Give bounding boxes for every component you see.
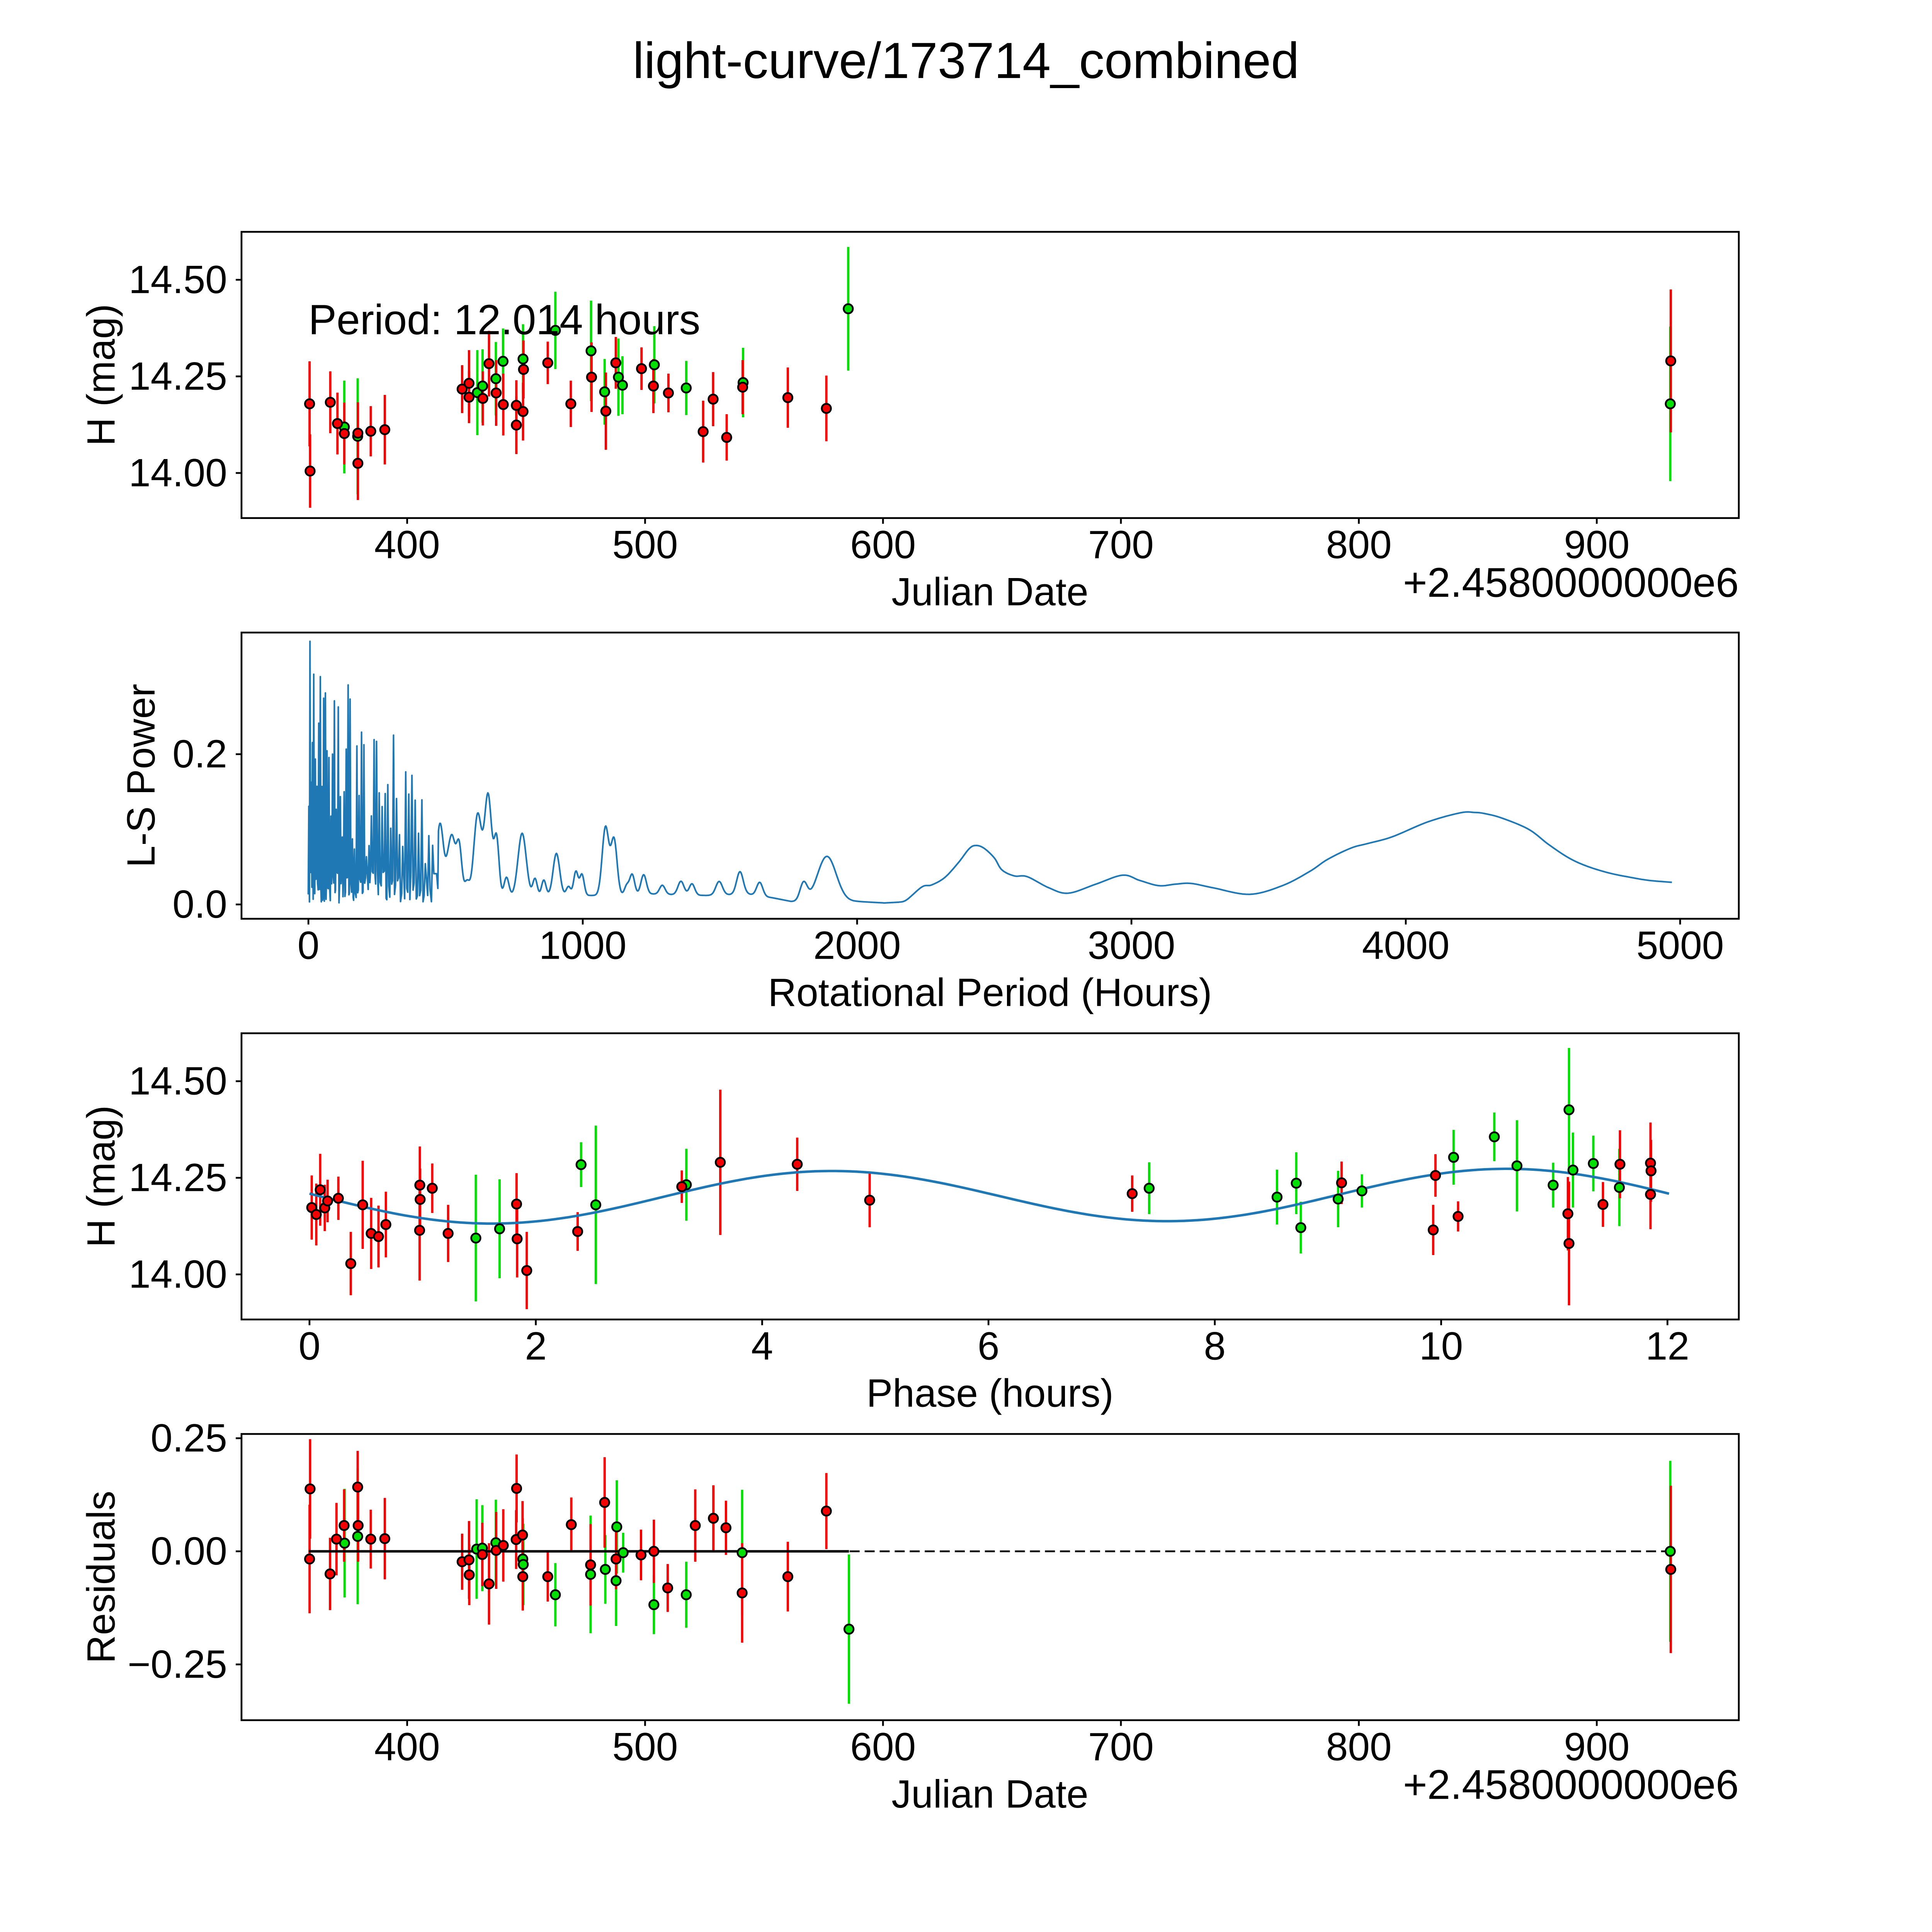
- svg-text:6: 6: [978, 1324, 1000, 1368]
- svg-text:500: 500: [612, 1725, 678, 1769]
- svg-text:400: 400: [374, 522, 440, 566]
- svg-text:4000: 4000: [1362, 923, 1450, 967]
- svg-text:0.00: 0.00: [151, 1529, 227, 1573]
- svg-text:700: 700: [1088, 1725, 1154, 1769]
- svg-text:0.2: 0.2: [172, 732, 227, 776]
- svg-text:4: 4: [751, 1324, 773, 1368]
- svg-text:900: 900: [1564, 1725, 1629, 1769]
- svg-text:Julian Date: Julian Date: [891, 570, 1088, 614]
- svg-text:600: 600: [850, 522, 916, 566]
- svg-text:14.25: 14.25: [129, 354, 227, 398]
- svg-text:14.25: 14.25: [129, 1155, 227, 1199]
- svg-text:L-S Power: L-S Power: [119, 684, 163, 867]
- svg-text:12: 12: [1646, 1324, 1689, 1368]
- svg-text:14.50: 14.50: [129, 1059, 227, 1103]
- svg-text:400: 400: [374, 1725, 440, 1769]
- svg-text:+2.4580000000e6: +2.4580000000e6: [1403, 1762, 1739, 1808]
- svg-text:Rotational Period (Hours): Rotational Period (Hours): [768, 971, 1212, 1015]
- svg-text:0.25: 0.25: [151, 1416, 227, 1460]
- svg-text:5000: 5000: [1636, 923, 1724, 967]
- svg-text:1000: 1000: [539, 923, 627, 967]
- svg-text:800: 800: [1326, 522, 1392, 566]
- svg-text:0: 0: [299, 1324, 321, 1368]
- svg-text:Residuals: Residuals: [79, 1491, 123, 1663]
- svg-text:H (mag): H (mag): [79, 304, 123, 446]
- svg-text:14.00: 14.00: [129, 451, 227, 495]
- svg-text:Phase (hours): Phase (hours): [866, 1371, 1114, 1415]
- svg-text:3000: 3000: [1088, 923, 1175, 967]
- svg-text:Julian Date: Julian Date: [891, 1772, 1088, 1816]
- svg-text:2: 2: [525, 1324, 547, 1368]
- svg-text:+2.4580000000e6: +2.4580000000e6: [1403, 559, 1739, 605]
- svg-text:8: 8: [1204, 1324, 1226, 1368]
- svg-text:0: 0: [298, 923, 320, 967]
- svg-text:H (mag): H (mag): [79, 1105, 123, 1248]
- svg-text:700: 700: [1088, 522, 1154, 566]
- svg-text:14.00: 14.00: [129, 1252, 227, 1296]
- svg-text:500: 500: [612, 522, 678, 566]
- svg-text:800: 800: [1326, 1725, 1392, 1769]
- svg-text:Period: 12.014 hours: Period: 12.014 hours: [308, 296, 700, 344]
- svg-text:10: 10: [1419, 1324, 1463, 1368]
- svg-text:900: 900: [1564, 522, 1629, 566]
- svg-text:light-curve/173714_combined: light-curve/173714_combined: [633, 32, 1299, 89]
- svg-text:0.0: 0.0: [172, 882, 227, 926]
- svg-text:14.50: 14.50: [129, 257, 227, 301]
- svg-text:−0.25: −0.25: [128, 1642, 227, 1686]
- svg-text:2000: 2000: [813, 923, 901, 967]
- svg-text:600: 600: [850, 1725, 916, 1769]
